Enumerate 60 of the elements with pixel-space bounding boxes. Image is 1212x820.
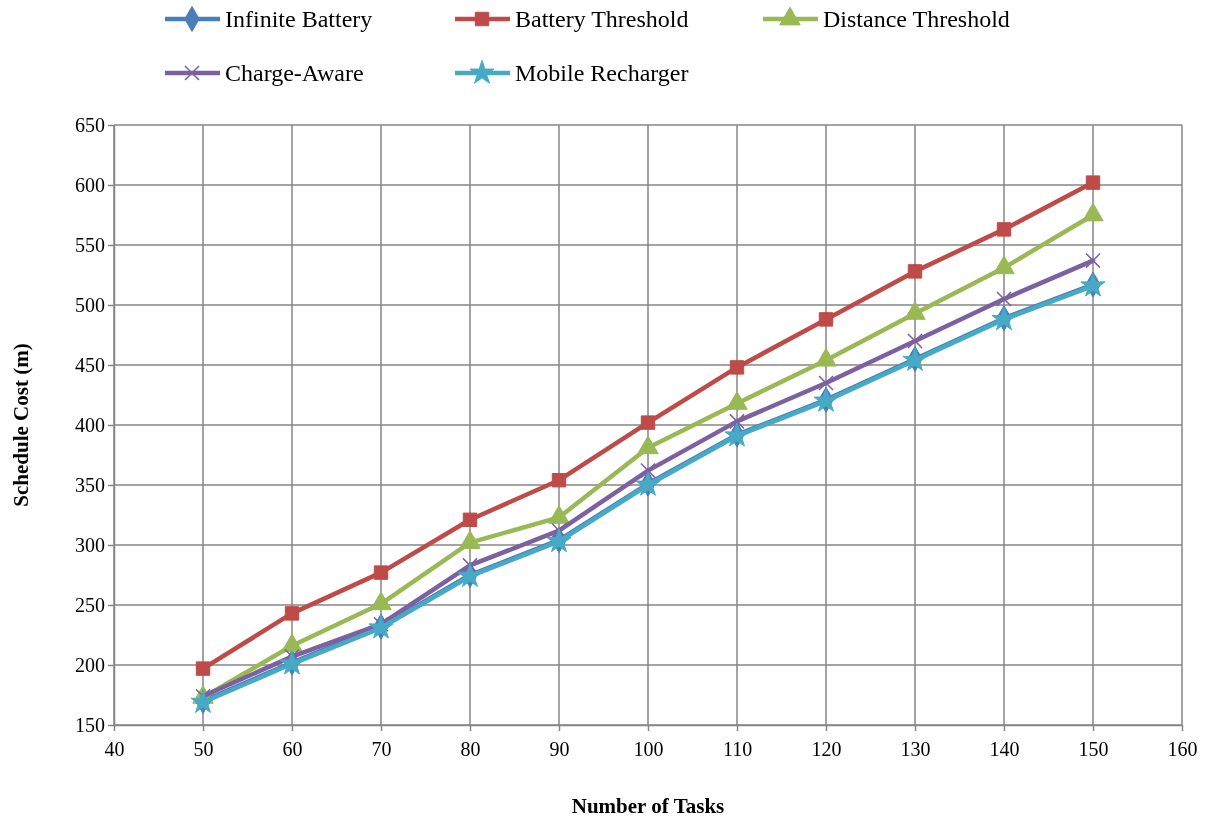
x-tick-label: 50 bbox=[193, 738, 214, 760]
point bbox=[818, 312, 834, 327]
point bbox=[195, 661, 211, 676]
point bbox=[729, 413, 745, 430]
y-tick-label: 400 bbox=[75, 413, 105, 436]
legend-label: Battery Threshold bbox=[515, 6, 689, 32]
point bbox=[996, 291, 1012, 307]
point bbox=[368, 614, 394, 639]
point bbox=[1085, 175, 1101, 190]
point bbox=[640, 462, 656, 479]
x-axis-title: Number of Tasks bbox=[571, 794, 725, 818]
x-tick-label: 60 bbox=[282, 738, 303, 760]
y-tick-label: 150 bbox=[75, 713, 105, 736]
x-tick-label: 160 bbox=[1167, 738, 1198, 760]
legend-label: Infinite Battery bbox=[225, 6, 373, 32]
y-tick-label: 550 bbox=[75, 233, 105, 256]
y-tick-label: 350 bbox=[75, 473, 105, 496]
point bbox=[457, 563, 483, 587]
point bbox=[907, 333, 923, 349]
point bbox=[902, 347, 928, 371]
point bbox=[996, 222, 1012, 237]
point bbox=[635, 471, 661, 496]
y-axis-title: Schedule Cost (m) bbox=[9, 343, 33, 507]
y-tick-label: 250 bbox=[75, 593, 105, 616]
legend-label: Charge-Aware bbox=[225, 60, 364, 86]
x-tick-label: 130 bbox=[900, 738, 931, 760]
x-tick-label: 110 bbox=[722, 738, 753, 760]
point bbox=[551, 522, 567, 539]
point bbox=[640, 415, 656, 430]
point bbox=[284, 606, 300, 621]
y-tick-label: 200 bbox=[75, 653, 105, 676]
point bbox=[462, 557, 478, 574]
point bbox=[190, 689, 216, 713]
point bbox=[907, 264, 923, 279]
y-tick-label: 650 bbox=[75, 113, 105, 136]
point bbox=[1085, 252, 1101, 269]
point bbox=[546, 528, 572, 553]
legend-label: Mobile Recharger bbox=[515, 60, 689, 86]
legend-label: Distance Threshold bbox=[823, 6, 1010, 32]
x-tick-label: 90 bbox=[549, 738, 570, 760]
point bbox=[724, 422, 750, 447]
x-tick-label: 80 bbox=[460, 738, 481, 760]
point bbox=[729, 360, 745, 375]
x-tick-label: 150 bbox=[1078, 738, 1109, 760]
x-tick-label: 40 bbox=[104, 738, 125, 760]
x-tick-label: 120 bbox=[811, 738, 842, 760]
y-tick-label: 300 bbox=[75, 533, 105, 556]
point bbox=[462, 512, 478, 528]
point bbox=[813, 387, 839, 412]
x-tick-label: 70 bbox=[371, 738, 392, 760]
point bbox=[818, 375, 834, 391]
y-tick-label: 450 bbox=[75, 353, 105, 376]
point bbox=[1080, 272, 1106, 297]
x-tick-label: 140 bbox=[989, 738, 1020, 760]
y-tick-label: 600 bbox=[75, 173, 105, 196]
point bbox=[373, 565, 389, 580]
y-tick-label: 500 bbox=[75, 293, 105, 316]
point bbox=[551, 472, 567, 488]
point bbox=[279, 650, 305, 675]
x-tick-label: 100 bbox=[633, 738, 664, 760]
